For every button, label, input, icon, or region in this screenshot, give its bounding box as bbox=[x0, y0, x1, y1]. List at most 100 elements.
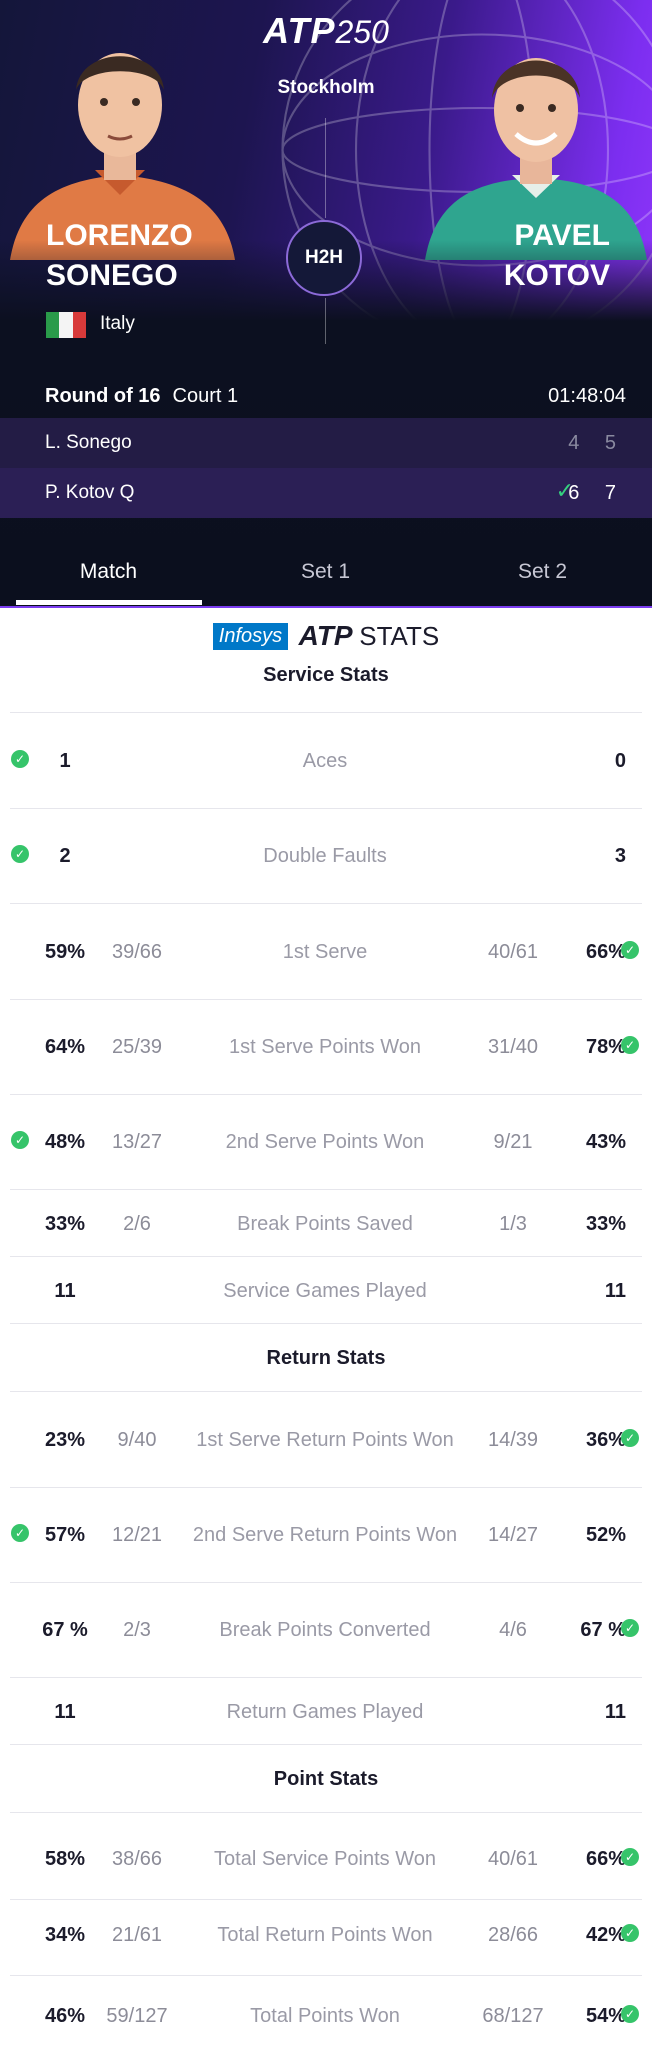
round-label: Round of 16 bbox=[45, 385, 161, 407]
logo-250-text: 250 bbox=[335, 14, 389, 50]
atp-logo-text: ATP bbox=[298, 620, 352, 651]
score-row-player2: P. Kotov Q ✓ 6 7 bbox=[0, 468, 652, 518]
left-value: 11 bbox=[54, 1280, 76, 1302]
right-value: 66% bbox=[585, 1848, 626, 1870]
divider bbox=[10, 1323, 642, 1324]
left-value: 46% bbox=[44, 2005, 86, 2027]
divider bbox=[10, 1582, 642, 1583]
player2-photo bbox=[420, 30, 652, 260]
player1-name[interactable]: LORENZO SONEGO bbox=[46, 216, 193, 296]
infosys-logo: Infosys bbox=[212, 622, 289, 650]
stat-label: 2nd Serve Return Points Won bbox=[192, 1524, 458, 1546]
left-fraction: 2/6 bbox=[123, 1213, 151, 1235]
divider bbox=[10, 1677, 642, 1678]
left-value: 1 bbox=[59, 750, 71, 772]
player2-first-name: PAVEL bbox=[514, 219, 610, 252]
tab-set-1[interactable]: Set 1 bbox=[300, 560, 351, 583]
logo-atp-text: ATP bbox=[263, 10, 336, 51]
right-value: 3 bbox=[614, 845, 626, 867]
left-value: 34% bbox=[44, 1924, 86, 1946]
stat-label: Total Points Won bbox=[250, 2005, 400, 2027]
right-fraction: 68/127 bbox=[482, 2005, 544, 2027]
stat-label: Double Faults bbox=[263, 845, 387, 867]
divider bbox=[10, 903, 642, 904]
match-round: Round of 16 Court 1 bbox=[45, 385, 238, 408]
divider bbox=[10, 1391, 642, 1392]
atp250-logo: ATP250 bbox=[0, 10, 652, 52]
score-row-player1: L. Sonego 4 5 bbox=[0, 418, 652, 468]
right-value: 11 bbox=[604, 1280, 626, 1302]
player1-last-name: SONEGO bbox=[46, 259, 178, 292]
divider bbox=[10, 712, 642, 713]
divider bbox=[10, 1975, 642, 1976]
italy-flag-icon bbox=[46, 312, 86, 338]
win-check-icon: ✓ bbox=[11, 750, 29, 768]
left-fraction: 9/40 bbox=[117, 1429, 157, 1451]
left-value: 59% bbox=[44, 941, 86, 963]
win-check-icon: ✓ bbox=[11, 1131, 29, 1149]
right-fraction: 40/61 bbox=[487, 1848, 539, 1870]
tab-match[interactable]: Match bbox=[79, 560, 138, 583]
win-check-icon: ✓ bbox=[621, 1848, 639, 1866]
stat-label: Total Return Points Won bbox=[217, 1924, 433, 1946]
left-value: 2 bbox=[59, 845, 71, 867]
right-value: 42% bbox=[585, 1924, 626, 1946]
left-fraction: 38/66 bbox=[111, 1848, 163, 1870]
h2h-button[interactable]: H2H bbox=[286, 220, 362, 296]
tab-set-2[interactable]: Set 2 bbox=[517, 560, 568, 583]
divider-top bbox=[325, 118, 326, 218]
infosys-atp-stats-logo: Infosys ATP STATS bbox=[0, 620, 652, 652]
left-value: 23% bbox=[44, 1429, 86, 1451]
left-value: 67 % bbox=[42, 1619, 88, 1641]
divider bbox=[10, 1094, 642, 1095]
player2-last-name: KOTOV bbox=[503, 259, 610, 292]
stat-label: Return Games Played bbox=[226, 1701, 424, 1723]
left-fraction: 25/39 bbox=[111, 1036, 163, 1058]
right-fraction: 28/66 bbox=[487, 1924, 539, 1946]
right-fraction: 31/40 bbox=[487, 1036, 539, 1058]
divider bbox=[10, 1744, 642, 1745]
match-duration: 01:48:04 bbox=[548, 385, 626, 407]
right-fraction: 14/27 bbox=[487, 1524, 539, 1546]
left-value: 33% bbox=[44, 1213, 86, 1235]
divider bbox=[10, 1189, 642, 1190]
player1-photo bbox=[0, 20, 240, 260]
stat-label: 1st Serve Points Won bbox=[229, 1036, 421, 1058]
stat-label: 1st Serve bbox=[282, 941, 368, 963]
stat-label: Break Points Saved bbox=[237, 1213, 413, 1235]
divider-bottom bbox=[325, 298, 326, 344]
right-value: 67 % bbox=[580, 1619, 626, 1641]
right-fraction: 9/21 bbox=[493, 1131, 533, 1153]
stat-label: 1st Serve Return Points Won bbox=[196, 1429, 454, 1451]
right-value: 0 bbox=[614, 750, 626, 772]
right-value: 52% bbox=[585, 1524, 626, 1546]
player1-country: Italy bbox=[100, 313, 135, 334]
win-check-icon: ✓ bbox=[11, 1524, 29, 1542]
left-fraction: 59/127 bbox=[106, 2005, 168, 2027]
left-value: 64% bbox=[44, 1036, 86, 1058]
section-title-point: Point Stats bbox=[273, 1768, 379, 1790]
stats-logo-text: STATS bbox=[359, 621, 440, 651]
right-fraction: 1/3 bbox=[499, 1213, 527, 1235]
stat-label: Service Games Played bbox=[223, 1280, 427, 1302]
right-fraction: 4/6 bbox=[499, 1619, 527, 1641]
stat-label: 2nd Serve Points Won bbox=[225, 1131, 425, 1153]
win-check-icon: ✓ bbox=[621, 1429, 639, 1447]
tournament-city: Stockholm bbox=[277, 77, 375, 98]
score-player2-name: P. Kotov Q bbox=[45, 482, 135, 503]
left-fraction: 2/3 bbox=[123, 1619, 151, 1641]
divider bbox=[10, 808, 642, 809]
divider bbox=[10, 1812, 642, 1813]
player2-name[interactable]: PAVEL KOTOV bbox=[504, 216, 610, 296]
win-check-icon: ✓ bbox=[621, 1924, 639, 1942]
right-value: 78% bbox=[585, 1036, 626, 1058]
stat-label: Total Service Points Won bbox=[214, 1848, 436, 1870]
stat-label: Aces bbox=[302, 750, 348, 772]
left-value: 11 bbox=[54, 1701, 76, 1723]
win-check-icon: ✓ bbox=[621, 941, 639, 959]
section-title-service: Service Stats bbox=[263, 664, 389, 686]
right-value: 11 bbox=[604, 1701, 626, 1723]
divider bbox=[10, 1487, 642, 1488]
tabs-underline bbox=[0, 606, 652, 608]
stats-tabs: Match Set 1 Set 2 bbox=[0, 548, 652, 608]
